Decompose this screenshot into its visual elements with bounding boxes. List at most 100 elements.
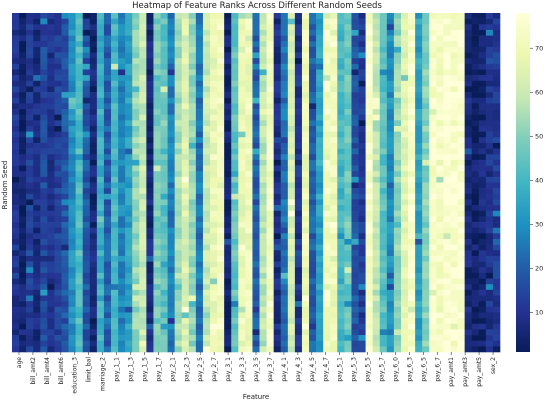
heatmap-cell [273,154,282,161]
heatmap-cell [287,137,296,144]
heatmap-cell [54,272,62,279]
heatmap-cell [429,154,437,161]
heatmap-cell [160,165,168,172]
heatmap-cell [266,210,274,217]
heatmap-cell [443,148,451,155]
heatmap-cell [344,92,352,99]
heatmap-cell [443,289,451,296]
heatmap-cell [139,323,147,330]
heatmap-cell [40,267,48,274]
heatmap-cell [125,278,133,285]
heatmap-cell [443,75,451,82]
heatmap-cell [33,250,41,257]
heatmap-cell [344,233,352,240]
heatmap-cell [294,58,303,65]
heatmap-cell [415,52,423,59]
heatmap-cell [202,289,211,296]
heatmap-cell [273,239,282,245]
heatmap-cell [400,103,409,110]
heatmap-cell [118,97,126,104]
heatmap-cell [12,188,20,195]
heatmap-cell [436,278,444,285]
heatmap-cell [252,97,260,104]
heatmap-cell [238,335,246,341]
heatmap-cell [245,278,253,285]
heatmap-cell [252,193,260,200]
heatmap-cell [26,126,34,132]
heatmap-cell [33,126,41,132]
heatmap-cell [96,205,105,212]
heatmap-cell [415,193,423,200]
heatmap-cell [422,346,430,353]
heatmap-cell [422,176,430,183]
heatmap-cell [89,103,98,110]
heatmap-cell [492,35,501,42]
heatmap-cell [238,13,246,19]
heatmap-cell [280,295,289,302]
heatmap-cell [330,58,338,65]
heatmap-cell [259,69,267,76]
heatmap-cell [259,193,267,200]
heatmap-cell [210,346,218,353]
heatmap-cell [103,165,112,172]
heatmap-cell [471,171,480,178]
heatmap-cell [294,35,303,42]
heatmap-cell [330,239,338,245]
heatmap-cell [111,250,119,257]
heatmap-cell [443,114,451,121]
heatmap-cell [372,284,381,291]
heatmap-cell [19,318,27,325]
heatmap-cell [259,272,267,279]
heatmap-cell [68,120,76,127]
heatmap-cell [365,52,373,59]
x-tick-label: bill_amt6 [58,357,65,385]
heatmap-cell [436,97,444,104]
heatmap-cell [61,13,69,19]
heatmap-cell [393,272,402,279]
heatmap-cell [266,52,274,59]
heatmap-cell [273,103,282,110]
heatmap-cell [118,13,126,19]
heatmap-cell [408,148,416,155]
heatmap-cell [259,176,267,183]
heatmap-cell [68,41,76,48]
heatmap-cell [19,159,27,166]
heatmap-cell [408,301,416,308]
heatmap-cell [457,24,465,31]
heatmap-cell [287,46,296,53]
heatmap-cell [118,306,126,313]
heatmap-cell [287,210,296,217]
heatmap-cell [344,284,352,291]
heatmap-cell [273,29,282,36]
heatmap-cell [287,142,296,149]
heatmap-cell [47,261,55,268]
heatmap-cell [259,159,267,166]
heatmap-cell [195,312,204,319]
heatmap-cell [408,97,416,104]
heatmap-cell [450,131,458,138]
heatmap-cell [372,188,381,195]
heatmap-cell [309,75,317,82]
heatmap-cell [330,250,338,257]
heatmap-cell [330,154,338,161]
heatmap-cell [245,295,253,302]
heatmap-cell [111,41,119,48]
heatmap-cell [118,154,126,161]
heatmap-cell [153,131,161,138]
heatmap-cell [358,35,366,42]
heatmap-cell [188,159,197,166]
heatmap-cell [139,159,147,166]
heatmap-cell [379,267,388,274]
heatmap-cell [316,63,324,70]
heatmap-cell [19,233,27,240]
heatmap-cell [351,205,359,212]
heatmap-cell [429,13,437,19]
heatmap-cell [19,295,27,302]
heatmap-cell [429,227,437,234]
heatmap-cell [450,126,458,132]
heatmap-cell [146,182,154,189]
heatmap-cell [471,182,480,189]
heatmap-cell [217,329,225,336]
heatmap-cell [47,58,55,65]
heatmap-cell [188,335,197,341]
